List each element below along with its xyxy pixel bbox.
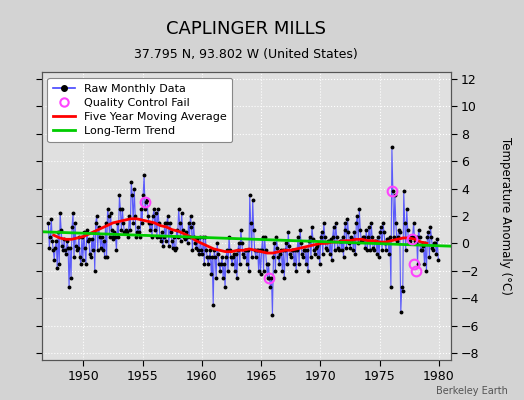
Legend: Raw Monthly Data, Quality Control Fail, Five Year Moving Average, Long-Term Tren: Raw Monthly Data, Quality Control Fail, … [48,78,233,142]
Text: 37.795 N, 93.802 W (United States): 37.795 N, 93.802 W (United States) [134,48,358,61]
Y-axis label: Temperature Anomaly (°C): Temperature Anomaly (°C) [499,137,512,295]
Text: CAPLINGER MILLS: CAPLINGER MILLS [166,20,326,38]
Text: Berkeley Earth: Berkeley Earth [436,386,508,396]
